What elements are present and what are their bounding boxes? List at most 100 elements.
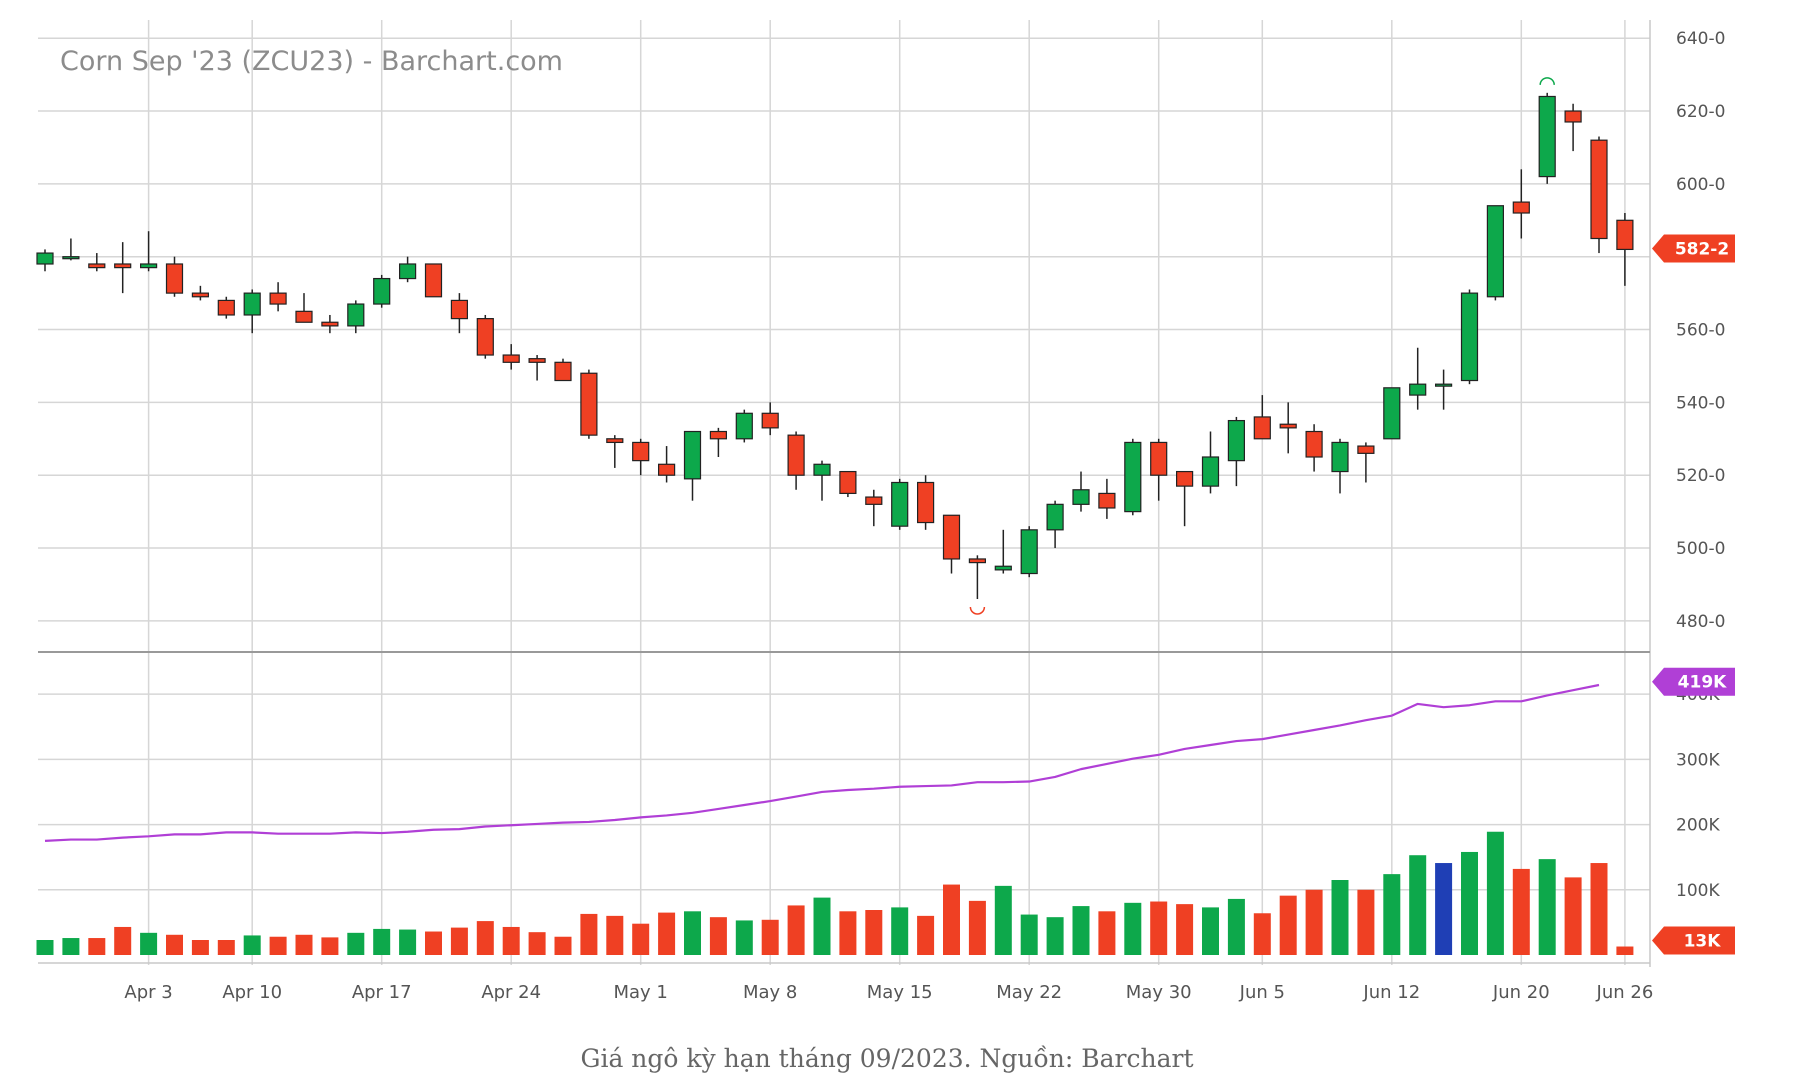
- volume-bar: [787, 905, 805, 955]
- open-interest-line: [44, 683, 1600, 842]
- volume-bar: [1616, 946, 1634, 955]
- candle-body: [1538, 95, 1556, 178]
- candle-body: [1512, 201, 1530, 214]
- candle-body: [450, 299, 468, 320]
- candle-body: [1124, 441, 1142, 513]
- volume-bar: [1253, 913, 1271, 955]
- candle-body: [735, 412, 753, 440]
- candle-body: [1175, 470, 1194, 487]
- volume-bar: [1227, 898, 1245, 955]
- open-interest-badge-text: 419K: [1678, 673, 1727, 693]
- volume-bar: [1305, 889, 1323, 955]
- volume-bar: [606, 915, 624, 955]
- x-tick-label: Apr 3: [124, 982, 172, 1003]
- candle-body: [191, 292, 209, 298]
- candle-body: [528, 358, 546, 363]
- volume-bar: [1176, 904, 1194, 955]
- volume-bar: [1098, 911, 1116, 955]
- price-tick-label: 500-0: [1676, 539, 1725, 559]
- candle-body: [62, 256, 80, 260]
- x-tick-label: May 1: [614, 982, 668, 1003]
- price-tick-label: 540-0: [1676, 393, 1725, 413]
- candle-body: [657, 463, 676, 476]
- candle-body: [580, 372, 598, 436]
- last-price-badge-shape: [1652, 234, 1735, 263]
- volume-bar: [295, 934, 313, 955]
- volume-bar: [1150, 901, 1168, 955]
- volume-bar: [373, 928, 391, 955]
- x-tick-label: Jun 5: [1239, 982, 1285, 1003]
- candle-body: [321, 321, 339, 327]
- candle-body: [1383, 387, 1401, 440]
- x-tick-label: May 8: [743, 982, 797, 1003]
- volume-bar: [1538, 859, 1556, 955]
- candle-body: [1072, 489, 1090, 505]
- volume-bar: [632, 923, 650, 955]
- candle-body: [347, 303, 365, 327]
- volume-bar: [1202, 907, 1219, 955]
- candle-body: [476, 318, 494, 356]
- volume-bar: [735, 920, 753, 955]
- high-low-markers: [969, 77, 1555, 615]
- volume-bar: [269, 936, 287, 955]
- candle-body: [606, 438, 624, 444]
- volume-bar: [36, 940, 54, 955]
- candle-body: [1434, 383, 1453, 387]
- volume-bar: [1331, 880, 1349, 955]
- candle-body: [1201, 456, 1220, 487]
- price-tick-label: 600-0: [1676, 175, 1725, 195]
- volume-bar: [191, 940, 209, 955]
- volume-bar: [243, 935, 261, 955]
- low-marker: [969, 606, 986, 615]
- lower-tick-label: 100K: [1676, 881, 1720, 901]
- candle-body: [295, 310, 313, 323]
- candle-body: [1305, 430, 1323, 458]
- candle-body: [761, 412, 779, 429]
- candle-body: [1409, 383, 1427, 396]
- x-tick-label: Jun 20: [1492, 982, 1550, 1003]
- volume-bar: [865, 910, 883, 955]
- volume-bar: [88, 938, 106, 955]
- last-price-badge-text: 582-2: [1675, 240, 1729, 260]
- x-tick-label: May 15: [867, 982, 933, 1003]
- volume-bar: [528, 932, 546, 955]
- volume-bar: [554, 936, 572, 955]
- volume-bar: [1072, 906, 1090, 955]
- candle-body: [399, 263, 417, 280]
- volume-bar: [1357, 889, 1375, 955]
- candle-body: [709, 430, 728, 440]
- candle-body: [554, 361, 572, 382]
- candle-body: [36, 252, 54, 265]
- candle-body: [1357, 445, 1375, 454]
- volume-bar: [1435, 863, 1453, 955]
- candle-body: [787, 434, 805, 476]
- volume-bar: [1383, 874, 1401, 955]
- candle-body: [373, 277, 391, 305]
- volume-bar: [450, 927, 468, 955]
- candle-body: [1616, 219, 1634, 251]
- volume-bar: [399, 929, 417, 955]
- volume-bar: [62, 938, 80, 955]
- open-interest-badge-shape: [1652, 667, 1735, 696]
- volume-bar: [839, 911, 857, 955]
- open-interest-badge: 419K: [1652, 667, 1735, 696]
- candle-body: [683, 430, 702, 480]
- candle-body: [1486, 205, 1505, 298]
- candle-body: [1564, 110, 1582, 123]
- candle-body: [1279, 423, 1297, 429]
- candle-body: [424, 263, 443, 298]
- x-tick-label: May 30: [1126, 982, 1192, 1003]
- volume-bars: [36, 831, 1634, 955]
- candle-body: [114, 263, 132, 269]
- candle-body: [865, 496, 883, 505]
- volume-bar: [1486, 831, 1504, 955]
- x-tick-label: Jun 12: [1362, 982, 1420, 1003]
- volume-bar: [347, 932, 365, 955]
- price-tick-label: 560-0: [1676, 321, 1725, 341]
- volume-bar: [166, 934, 183, 955]
- price-tick-label: 480-0: [1676, 612, 1725, 632]
- candle-body: [1590, 139, 1608, 240]
- price-candles: [36, 92, 1634, 600]
